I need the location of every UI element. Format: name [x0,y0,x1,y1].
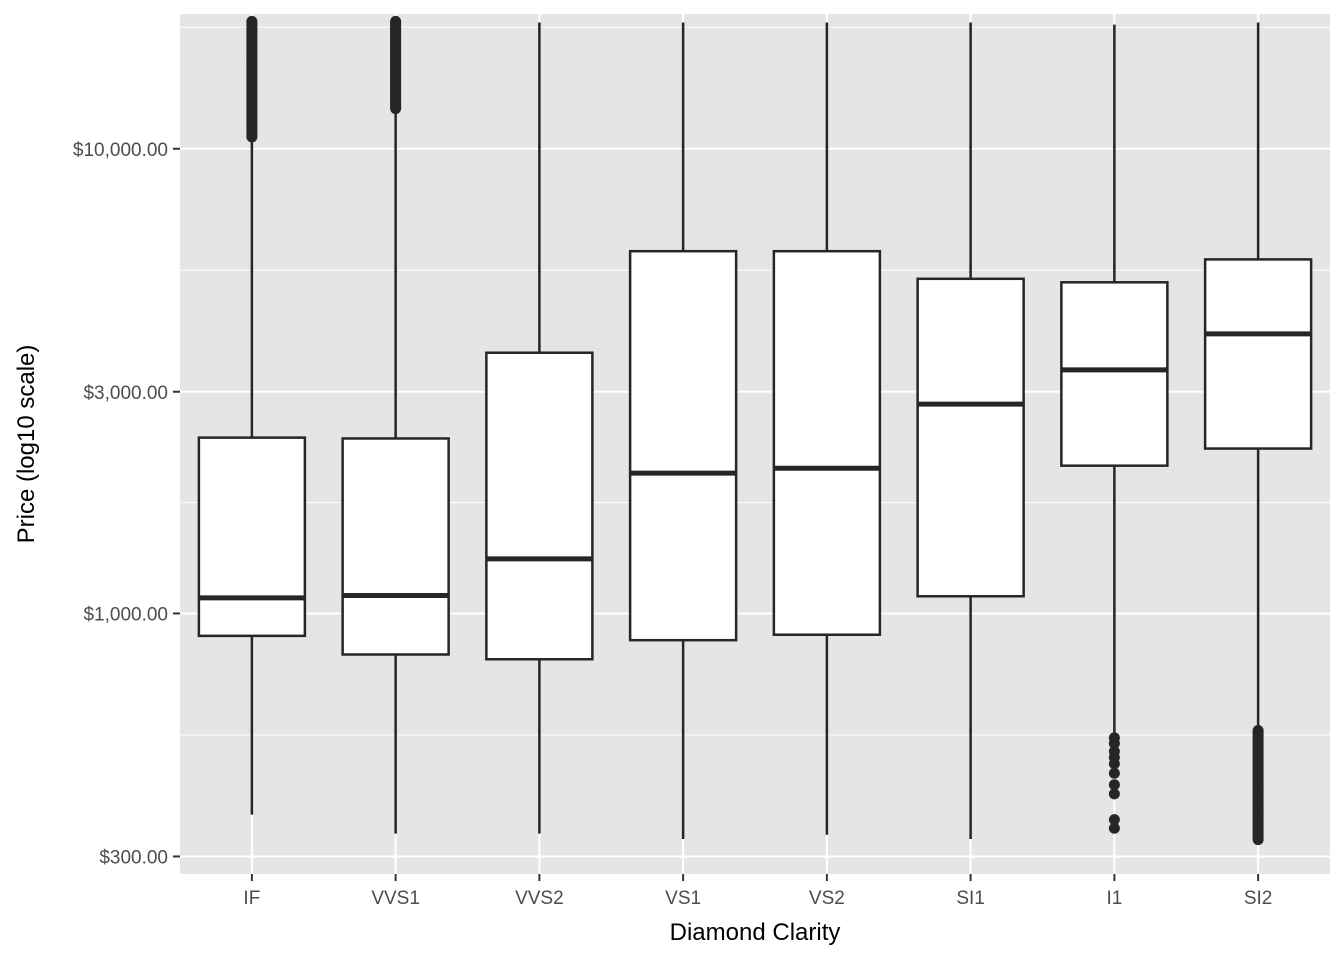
x-tick-label: VVS1 [371,888,420,909]
box-vs1 [628,22,738,840]
box-iqr [772,249,882,636]
x-axis: IF VVS1 VVS2 VS1 VS2 SI1 I1 SI2 [243,874,1272,909]
box-vs2 [772,22,882,835]
x-tick-label: VVS2 [515,888,564,909]
outlier-point [1108,814,1120,826]
outlier-point [1252,724,1264,736]
y-axis-title: Price (log10 scale) [13,345,40,544]
y-tick-label: $300.00 [99,847,168,868]
outlier-point [1108,745,1120,757]
box-si2 [1203,22,1313,846]
outlier-point [1108,822,1120,834]
grid-minor [180,26,1330,736]
box-iqr [341,437,450,656]
x-tick-label: VS1 [665,888,701,909]
outlier-point [1108,732,1120,744]
box-iqr [1060,281,1169,467]
box-iqr [628,249,738,642]
y-axis: $300.00 $1,000.00 $3,000.00 $10,000.00 [73,140,180,868]
x-tick-label: SI1 [956,888,985,909]
outlier-point [1108,767,1120,779]
x-tick-label: IF [243,888,260,909]
y-tick-label: $3,000.00 [83,383,168,404]
x-axis-title: Diamond Clarity [670,919,841,946]
box-i1 [1060,24,1169,834]
x-tick-label: I1 [1106,888,1122,909]
outlier-point [1108,788,1120,800]
outlier-point [246,15,258,27]
box-iqr [485,351,594,661]
box-if [197,15,307,815]
box-iqr [916,277,1025,598]
y-tick-label: $10,000.00 [73,140,168,161]
box-iqr [1203,258,1313,450]
y-tick-label: $1,000.00 [83,604,168,625]
box-iqr [197,436,307,638]
box-vvs1 [341,15,450,834]
x-tick-label: VS2 [809,888,845,909]
outlier-point [390,15,402,27]
box-series [197,15,1313,846]
outlier-point [1108,779,1120,791]
box-vvs2 [485,22,594,834]
box-si1 [916,22,1025,840]
x-tick-label: SI2 [1244,888,1273,909]
